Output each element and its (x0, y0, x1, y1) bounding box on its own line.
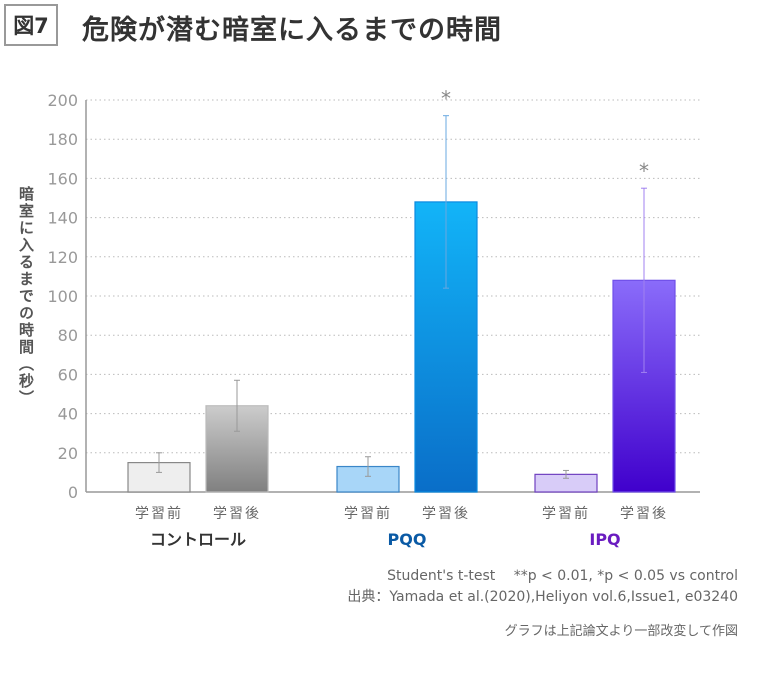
modified-note: グラフは上記論文より一部改変して作図 (504, 624, 738, 639)
y-tick-label: 160 (47, 169, 78, 188)
figure-label: 図7 (4, 4, 58, 46)
source-note: 出典：Yamada et al.(2020),Heliyon vol.6,Iss… (347, 589, 738, 605)
y-tick-label: 20 (58, 444, 78, 463)
y-tick-label: 60 (58, 365, 78, 384)
test-note: Student's t-test **p < 0.01, *p < 0.05 v… (387, 568, 738, 584)
significance-marker: * (441, 87, 451, 111)
chart-title: 危険が潜む暗室に入るまでの時間 (82, 15, 502, 46)
significance-marker: * (639, 159, 649, 183)
group-label: コントロール (150, 530, 246, 549)
y-tick-label: 100 (47, 287, 78, 306)
x-tick-label: 学習後 (213, 506, 261, 522)
x-tick-label: 学習後 (422, 506, 470, 522)
x-tick-label: 学習前 (135, 505, 183, 522)
y-tick-label: 120 (47, 248, 78, 267)
y-tick-label: 80 (58, 326, 78, 345)
x-tick-label: 学習後 (620, 506, 668, 522)
y-axis-label: 暗室に入るまでの時間（秒） (17, 186, 35, 407)
group-label: PQQ (388, 530, 427, 549)
group-label: IPQ (589, 530, 620, 549)
x-tick-label: 学習前 (542, 505, 590, 522)
y-tick-label: 40 (58, 405, 78, 424)
y-tick-label: 180 (47, 130, 78, 149)
x-tick-label: 学習前 (344, 505, 392, 522)
y-tick-label: 0 (68, 483, 78, 502)
y-tick-label: 140 (47, 209, 78, 228)
y-tick-label: 200 (47, 91, 78, 110)
